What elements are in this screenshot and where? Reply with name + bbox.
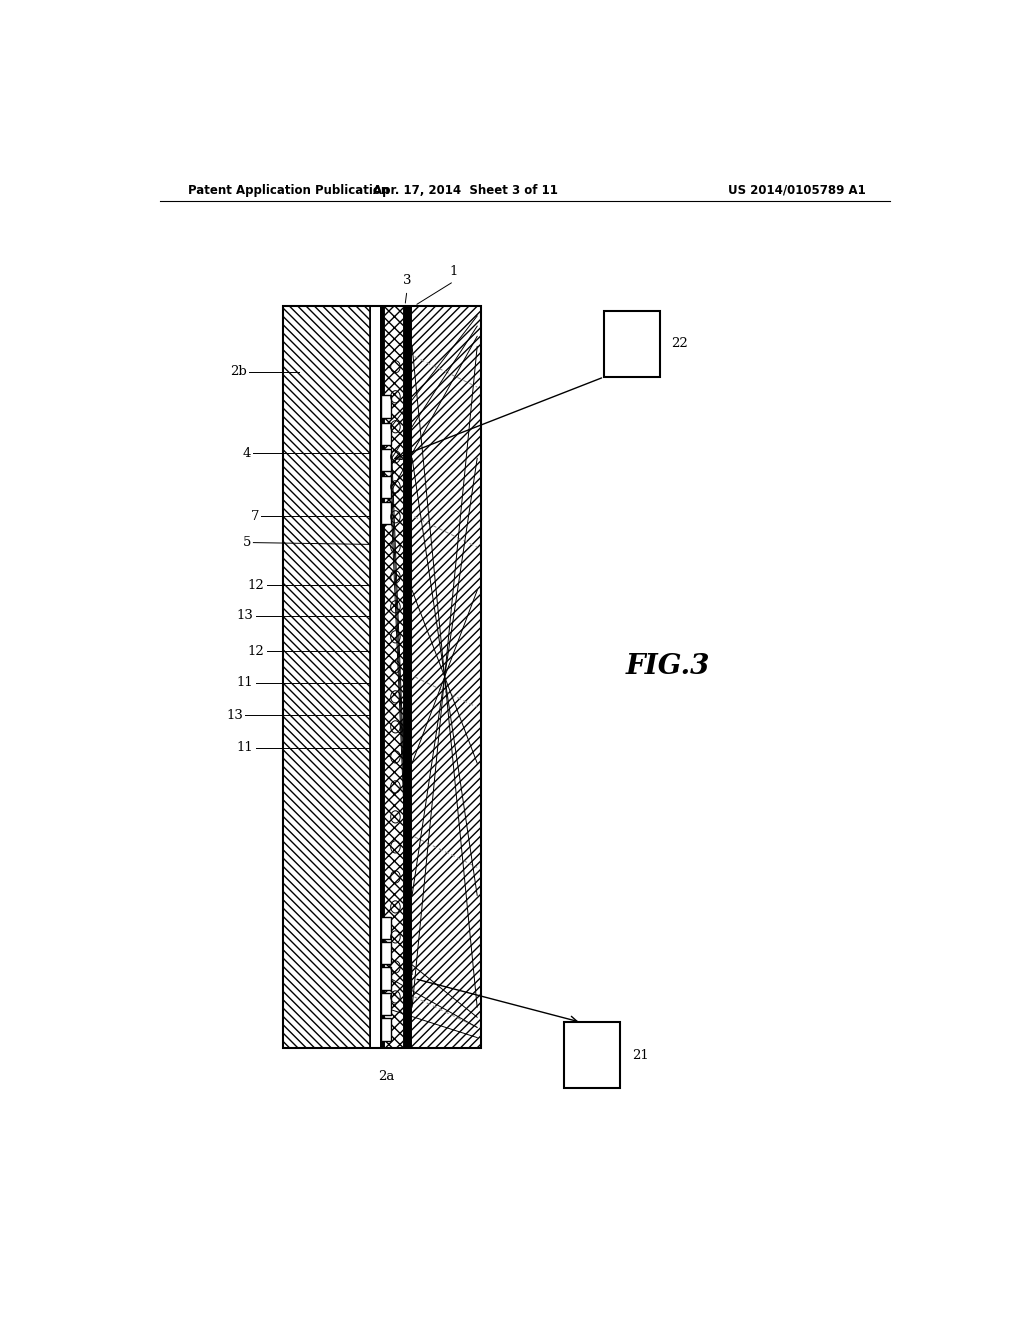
Bar: [370, 306, 380, 1048]
Bar: [384, 306, 403, 1048]
Text: 5: 5: [243, 536, 251, 549]
Text: 7: 7: [251, 510, 259, 523]
Text: 12: 12: [248, 578, 264, 591]
Bar: [381, 1018, 391, 1040]
Text: 13: 13: [237, 610, 253, 622]
Text: 11: 11: [237, 742, 253, 755]
Bar: [381, 916, 391, 939]
Bar: [283, 306, 481, 1048]
Bar: [604, 312, 659, 378]
Text: 12: 12: [248, 645, 264, 657]
Bar: [381, 422, 391, 445]
Bar: [411, 306, 481, 1048]
Text: 2b: 2b: [230, 366, 247, 379]
Text: 1: 1: [450, 265, 458, 279]
Bar: [380, 306, 384, 1048]
Text: Apr. 17, 2014  Sheet 3 of 11: Apr. 17, 2014 Sheet 3 of 11: [373, 183, 558, 197]
Bar: [381, 475, 391, 498]
Text: US 2014/0105789 A1: US 2014/0105789 A1: [728, 183, 866, 197]
Bar: [381, 993, 391, 1015]
Bar: [283, 306, 370, 1048]
Text: 13: 13: [226, 709, 243, 722]
Text: 21: 21: [632, 1049, 648, 1061]
Bar: [381, 395, 391, 417]
Bar: [381, 968, 391, 990]
Text: 2a: 2a: [378, 1071, 394, 1084]
Bar: [381, 449, 391, 471]
Text: 3: 3: [402, 275, 412, 288]
Bar: [381, 942, 391, 965]
Text: 4: 4: [243, 446, 251, 459]
Text: 22: 22: [672, 338, 688, 350]
Bar: [381, 502, 391, 524]
Text: FIG.3: FIG.3: [626, 653, 710, 680]
Text: 11: 11: [237, 676, 253, 689]
Text: Patent Application Publication: Patent Application Publication: [187, 183, 389, 197]
Bar: [403, 306, 411, 1048]
Bar: [564, 1022, 621, 1089]
